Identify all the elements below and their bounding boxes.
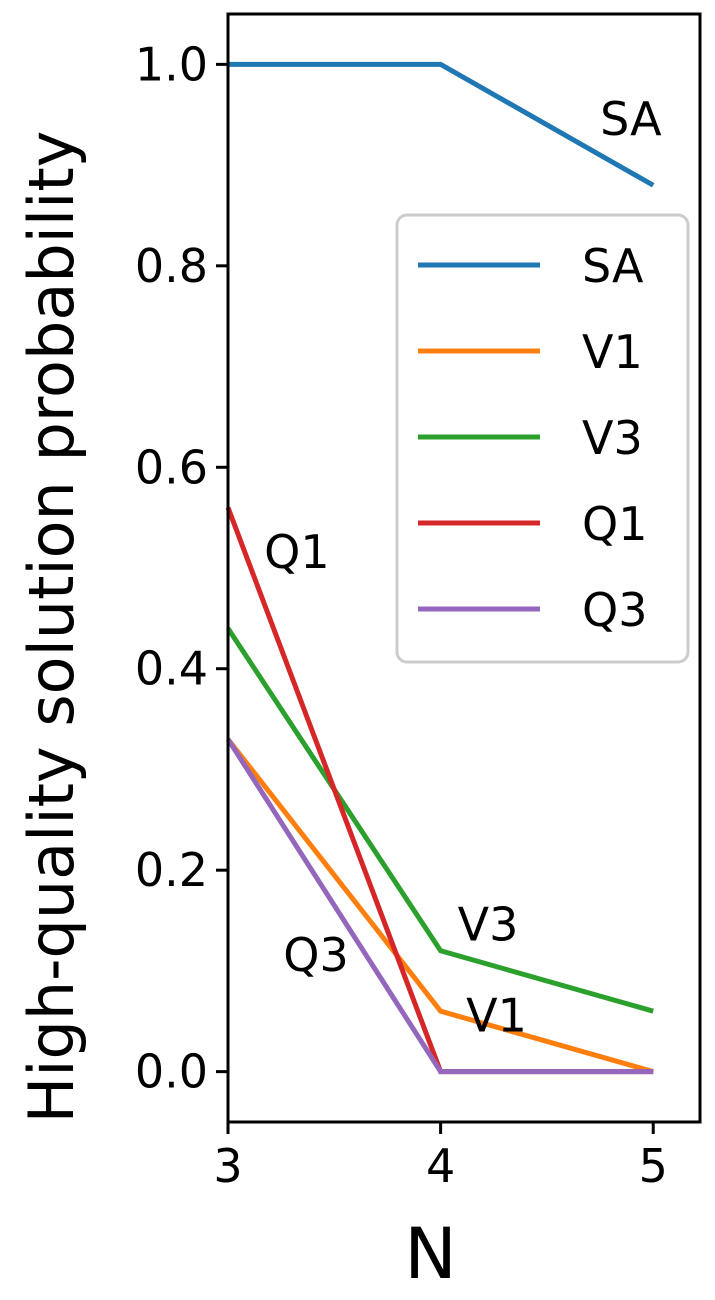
x-tick-label: 4 [426, 1139, 455, 1193]
y-tick-label: 0.6 [135, 440, 208, 494]
annotation-sa: SA [600, 92, 662, 146]
annotation-v1: V1 [466, 988, 527, 1042]
x-axis-ticks: 3 4 5 [213, 1122, 668, 1193]
x-tick-label: 5 [639, 1139, 668, 1193]
series-line-v1 [226, 737, 654, 1075]
y-tick-label: 0.2 [135, 843, 208, 897]
annotation-q1: Q1 [264, 525, 329, 579]
annotation-q3: Q3 [283, 928, 348, 982]
y-tick-label: 1.0 [135, 37, 208, 91]
series-layer [225, 61, 655, 1075]
y-axis-label: High-quality solution probability [15, 131, 88, 1124]
legend-label-sa: SA [582, 239, 644, 293]
legend-box [395, 213, 690, 664]
y-axis-ticks: 0.0 0.2 0.4 0.6 0.8 1.0 [135, 37, 228, 1099]
legend-label-v3: V3 [582, 411, 643, 465]
y-tick-label: 0.8 [135, 239, 208, 293]
legend: SA V1 V3 Q1 Q3 [395, 213, 690, 664]
legend-label-v1: V1 [582, 325, 643, 379]
series-line-v3 [225, 627, 654, 1014]
plot-frame [226, 12, 702, 1124]
x-axis-label: N [404, 1213, 456, 1295]
x-tick-label: 3 [213, 1139, 242, 1193]
annotation-v3: V3 [458, 898, 519, 952]
legend-label-q1: Q1 [582, 497, 647, 551]
series-line-sa [228, 61, 655, 188]
y-tick-label: 0.0 [135, 1045, 208, 1099]
y-tick-label: 0.4 [135, 642, 208, 696]
annotations: SA Q1 V3 Q3 V1 [264, 92, 662, 1042]
legend-label-q3: Q3 [582, 583, 647, 637]
series-line-q3 [225, 737, 654, 1075]
